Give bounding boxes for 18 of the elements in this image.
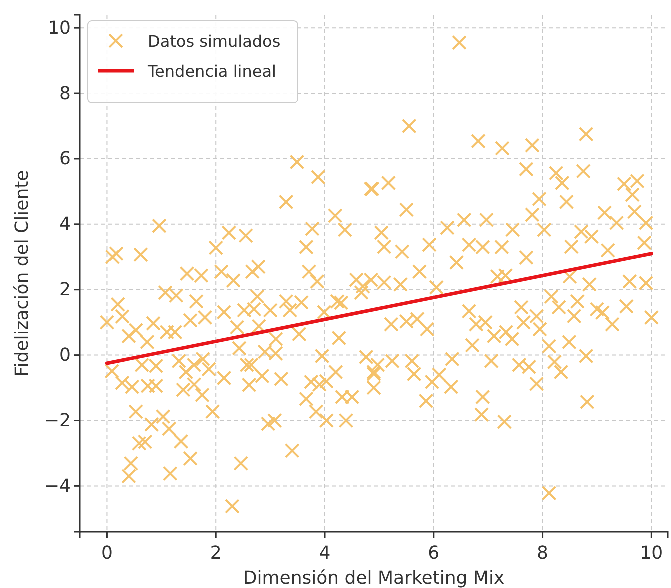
y-tick-label: −4 (44, 476, 71, 497)
x-axis-title: Dimensión del Marketing Mix (243, 568, 505, 588)
y-tick-label: 8 (60, 83, 71, 104)
legend-label: Tendencia lineal (147, 62, 276, 81)
x-tick-label: 10 (640, 543, 664, 564)
x-tick-label: 2 (210, 543, 222, 564)
y-axis-title: Fidelización del Cliente (12, 170, 33, 377)
y-tick-label: −2 (44, 410, 71, 432)
x-tick-label: 0 (101, 543, 113, 564)
x-tick-label: 6 (428, 543, 440, 564)
y-tick-label: 2 (60, 280, 71, 301)
y-tick-label: 0 (60, 345, 71, 366)
legend-label: Datos simulados (148, 32, 281, 51)
x-tick-label: 8 (537, 543, 549, 564)
y-tick-label: 6 (60, 148, 71, 170)
y-tick-label: 4 (60, 214, 71, 236)
x-tick-label: 4 (319, 543, 331, 564)
y-tick-label: 10 (48, 18, 71, 39)
